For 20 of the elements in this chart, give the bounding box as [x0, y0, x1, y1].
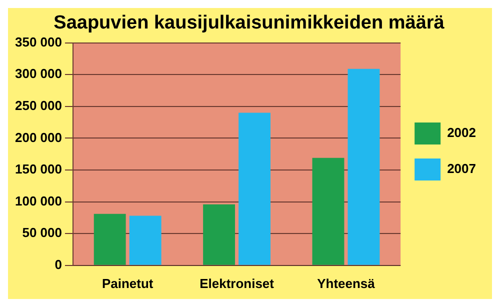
x-tick-label: Yhteensä: [317, 276, 376, 291]
y-tick-label: 0: [54, 256, 62, 272]
x-tick-label: Painetut: [102, 276, 154, 291]
y-tick-label: 350 000: [14, 34, 62, 50]
y-tick-label: 250 000: [14, 98, 62, 113]
bar: [238, 112, 270, 265]
legend-label: 2002: [447, 125, 476, 140]
y-tick-label: 100 000: [14, 193, 62, 208]
y-tick-label: 300 000: [14, 66, 62, 82]
bar: [348, 68, 380, 265]
y-tick-label: 200 000: [14, 130, 62, 145]
y-tick-label: 150 000: [14, 162, 62, 177]
bar: [94, 214, 126, 265]
y-tick-label: 50 000: [22, 225, 62, 240]
legend-label: 2007: [447, 161, 476, 176]
x-tick-label: Elektroniset: [200, 276, 275, 291]
bar: [203, 204, 236, 265]
bar: [129, 216, 162, 265]
chart-title: Saapuvien kausijulkaisunimikkeiden määrä: [54, 12, 445, 34]
bar: [312, 158, 344, 265]
